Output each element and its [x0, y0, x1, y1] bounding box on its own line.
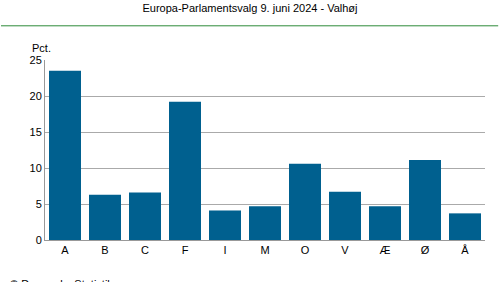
- svg-text:V: V: [341, 244, 349, 256]
- svg-text:Å: Å: [461, 244, 469, 256]
- svg-text:0: 0: [36, 234, 42, 246]
- svg-text:M: M: [260, 244, 269, 256]
- svg-text:10: 10: [30, 162, 42, 174]
- svg-text:I: I: [223, 244, 226, 256]
- svg-text:20: 20: [30, 90, 42, 102]
- svg-text:A: A: [61, 244, 69, 256]
- svg-text:F: F: [182, 244, 189, 256]
- svg-text:Pct.: Pct.: [32, 42, 51, 54]
- svg-text:Ø: Ø: [421, 244, 430, 256]
- svg-text:Europa-Parlamentsvalg 9. juni: Europa-Parlamentsvalg 9. juni 2024 - Val…: [142, 2, 357, 14]
- svg-text:25: 25: [30, 54, 42, 66]
- svg-text:O: O: [301, 244, 310, 256]
- svg-text:B: B: [101, 244, 108, 256]
- svg-text:Æ: Æ: [380, 244, 391, 256]
- svg-text:© Danmarks Statistik: © Danmarks Statistik: [10, 278, 113, 282]
- svg-text:C: C: [141, 244, 149, 256]
- svg-text:15: 15: [30, 126, 42, 138]
- svg-text:5: 5: [36, 198, 42, 210]
